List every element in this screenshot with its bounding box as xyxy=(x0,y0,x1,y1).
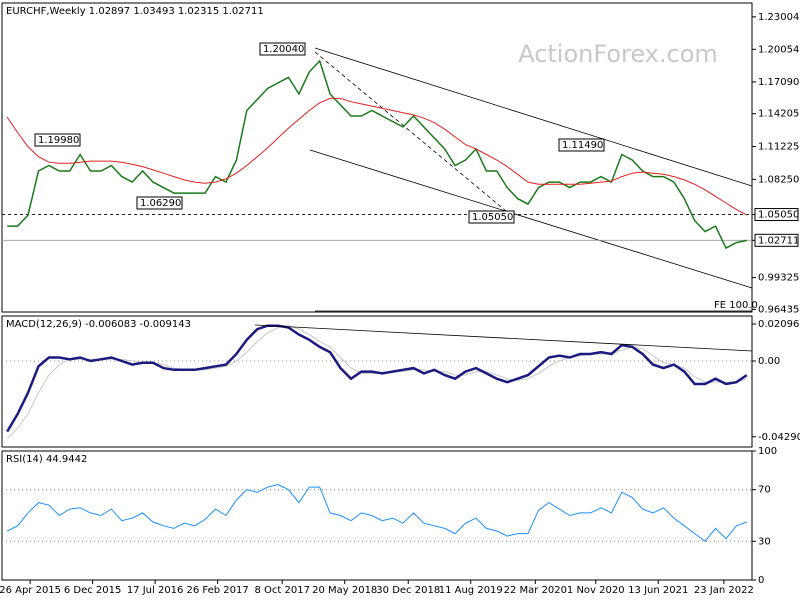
x-tick-label: 17 Jul 2016 xyxy=(127,585,184,596)
annotation-box xyxy=(259,42,306,56)
swing-line xyxy=(314,51,513,217)
y-tick-label: 0.96435 xyxy=(758,304,799,315)
annotation: 1.11490 xyxy=(562,140,603,151)
y-tick-label: 0.99325 xyxy=(758,273,799,284)
channel-lower xyxy=(309,149,753,289)
y-tick-label: 1.17090 xyxy=(758,77,799,88)
annotation: 1.19980 xyxy=(38,135,79,146)
y-tick-label: 0.00 xyxy=(758,356,780,367)
x-tick-label: 13 Jun 2021 xyxy=(628,585,688,596)
annotation-box xyxy=(558,138,605,152)
y-tick-label: 1.02711 xyxy=(758,235,799,246)
panel-frame xyxy=(1,2,753,313)
x-tick-label: 30 Dec 2018 xyxy=(376,585,440,596)
y-tick-label: -0.042902 xyxy=(758,432,800,443)
annotation-box xyxy=(468,210,515,224)
x-tick-label: 11 Aug 2019 xyxy=(439,585,503,596)
panel-frame xyxy=(1,315,753,448)
x-tick-label: 26 Apr 2015 xyxy=(0,585,61,596)
y-tick-label: 1.05050 xyxy=(758,210,799,221)
panel-title: MACD(12,26,9) -0.006083 -0.009143 xyxy=(6,319,191,330)
channel-upper xyxy=(314,47,753,187)
series-line xyxy=(6,483,747,542)
x-tick-label: 20 May 2018 xyxy=(312,585,377,596)
y-tick-label: 1.23004 xyxy=(758,12,799,23)
x-tick-label: 26 Feb 2017 xyxy=(187,585,249,596)
x-tick-label: 1 Nov 2020 xyxy=(567,585,625,596)
y-tick-label: 1.08250 xyxy=(758,174,799,185)
macd-trend xyxy=(254,324,753,352)
annotation: 1.20040 xyxy=(263,44,304,55)
panel-title: RSI(14) 44.9442 xyxy=(6,454,87,465)
y-tick-label: 1.11225 xyxy=(758,142,799,153)
y-tick-label: 1.14205 xyxy=(758,109,799,120)
watermark: ActionForex.com xyxy=(518,40,718,68)
y-tick-label: 70 xyxy=(758,485,771,496)
annotation-box xyxy=(136,196,183,210)
series-line xyxy=(7,59,747,250)
panel-frame xyxy=(1,450,753,581)
y-tick-label: 0.020965 xyxy=(758,319,800,330)
x-tick-label: 23 Jan 2022 xyxy=(694,585,754,596)
annotation: FE 100.0 xyxy=(714,300,758,311)
y-tick-label: 100 xyxy=(758,446,777,457)
x-tick-label: 6 Dec 2015 xyxy=(64,585,122,596)
price-box xyxy=(754,233,799,247)
annotation: 1.05050 xyxy=(472,212,513,223)
annotation-box xyxy=(34,133,81,147)
x-tick-label: 8 Oct 2017 xyxy=(254,585,309,596)
y-tick-label: 30 xyxy=(758,536,771,547)
y-tick-label: 1.20054 xyxy=(758,44,799,55)
y-tick-label: 0 xyxy=(758,575,764,586)
annotation: 1.06290 xyxy=(140,198,181,209)
series-line xyxy=(6,97,748,216)
panel-title: EURCHF,Weekly 1.02897 1.03493 1.02315 1.… xyxy=(6,6,264,17)
price-box xyxy=(754,208,799,222)
series-line xyxy=(6,324,748,433)
x-tick-label: 22 Mar 2020 xyxy=(504,585,567,596)
